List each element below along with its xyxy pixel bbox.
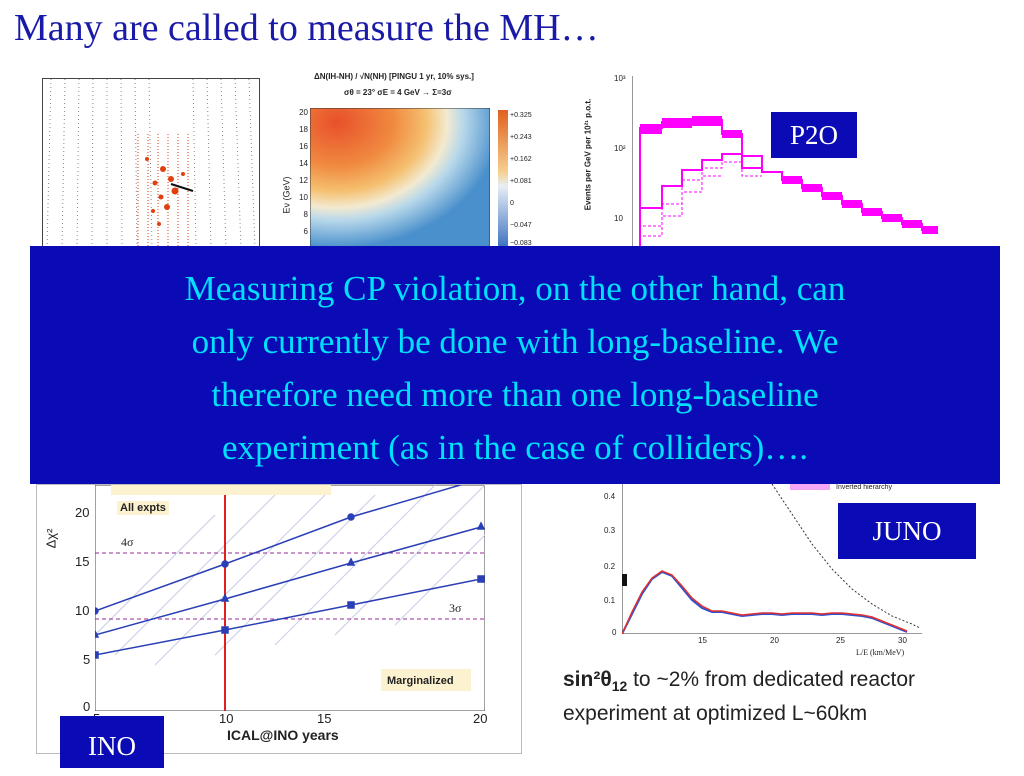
pingu-ytick: 10 [299,193,308,202]
p2o-tag: P2O [771,112,857,158]
juno-legend: Inverted hierarchy [836,484,893,491]
pingu-ytick: 8 [303,210,308,219]
cp-violation-callout: Measuring CP violation, on the other han… [30,246,1000,484]
ino-xtick: 10 [219,711,234,726]
pingu-color-scale [498,110,508,248]
juno-xtick: 15 [698,636,707,645]
p2o-spectrum-plot [632,76,938,248]
p2o-spectrum-panel: Events per GeV per 10²¹ p.o.t. 10³ 10² 1… [583,70,944,248]
ino-ylabel: Δχ² [43,528,59,549]
pingu-ytick: 12 [299,176,308,185]
p2o-ytick: 10³ [614,74,626,83]
callout-line: experiment (as in the case of colliders)… [221,428,809,467]
pingu-ytick: 6 [303,227,308,236]
pingu-ylabel: Eν (GeV) [281,176,292,214]
detector-event-display [42,78,260,250]
pingu-heatmap-panel: ΔN(IH-NH) / √N(NH) [PINGU 1 yr, 10% sys.… [280,70,540,248]
callout-line: therefore need more than one long-baseli… [211,375,819,414]
pingu-ytick: 20 [299,108,308,117]
pingu-scale-label: +0.243 [510,134,532,141]
ino-ytick: 15 [75,554,90,569]
callout-line: Measuring CP violation, on the other han… [184,269,846,308]
pingu-scale-label: −0.047 [510,222,532,229]
pingu-scale-label: +0.162 [510,156,532,163]
ino-xtick: 20 [473,711,488,726]
callout-line: only currently be done with long-baselin… [191,322,839,361]
juno-caption-sub: 12 [611,678,628,695]
pingu-header-line1: ΔN(IH-NH) / √N(NH) [PINGU 1 yr, 10% sys.… [314,72,474,81]
pingu-scale-label: 0 [510,200,514,207]
pingu-scale-label: −0.083 [510,240,532,247]
juno-ytick: 0.3 [604,526,616,535]
slide-title: Many are called to measure the MH… [14,7,599,49]
juno-caption-line1: sin²θ12 to ~2% from dedicated reactor [563,666,1013,700]
juno-tag: JUNO [838,503,976,559]
p2o-ytick: 10² [614,144,626,153]
juno-ytick: 0.4 [604,492,616,501]
pingu-header-line2: σθ = 23° σE = 4 GeV → Σ=3σ [344,88,452,97]
juno-caption: sin²θ12 to ~2% from dedicated reactor ex… [563,666,1013,728]
ino-ytick: 0 [83,699,91,714]
ino-xtick: 15 [317,711,332,726]
ino-ytick: 5 [83,652,91,667]
p2o-ylabel: Events per GeV per 10²¹ p.o.t. [583,98,593,211]
juno-spectrum-panel: 0.4 0.3 0.2 0.1 0 15 20 25 30 L/E (km/Me… [580,484,940,660]
juno-ytick: 0 [612,628,617,637]
ino-xlabel: ICAL@INO years [227,727,339,743]
juno-xtick: 25 [836,636,845,645]
ino-ytick: 10 [75,603,90,618]
juno-caption-sin: sin²θ [563,668,612,691]
ino-sensitivity-panel: Δχ² 20 15 10 5 0 5 10 15 20 ICAL@INO yea… [36,484,522,754]
p2o-ytick: 10 [614,214,623,223]
juno-caption-line2: experiment at optimized L~60km [563,702,868,726]
pingu-heatmap [310,108,490,248]
ino-4sigma-label: 4σ [121,535,134,549]
ino-legend: All expts [117,501,169,515]
ino-plot [95,485,485,711]
ino-3sigma-label: 3σ [449,601,462,615]
pingu-ytick: 14 [299,159,308,168]
ino-marginalized-label: Marginalized [387,675,454,687]
juno-plot [622,484,922,634]
juno-ytick: 0.2 [604,562,616,571]
pingu-scale-label: +0.325 [510,112,532,119]
detector-event-image [46,79,256,249]
juno-ytick: 0.1 [604,596,616,605]
pingu-scale-label: +0.081 [510,178,532,185]
ino-tag: INO [60,716,164,768]
juno-xtick: 20 [770,636,779,645]
pingu-ytick: 18 [299,125,308,134]
juno-xlabel: L/E (km/MeV) [856,648,905,657]
ino-ytick: 20 [75,505,90,520]
pingu-ytick: 16 [299,142,308,151]
juno-xtick: 30 [898,636,907,645]
juno-caption-rest: to ~2% from dedicated reactor [627,668,916,691]
